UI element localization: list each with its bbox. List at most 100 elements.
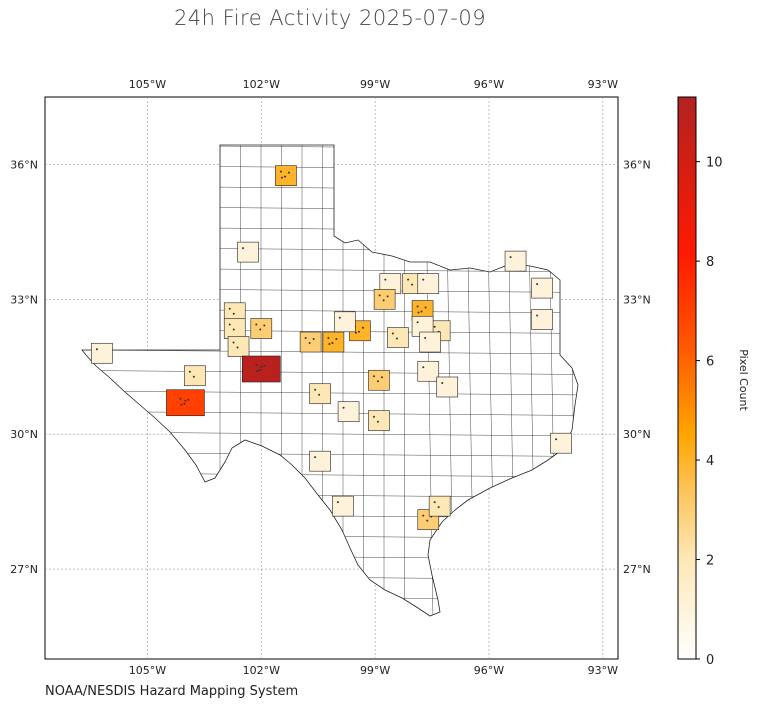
fire-detection-point <box>386 295 389 298</box>
fire-county <box>368 369 390 391</box>
fire-detection-point <box>242 247 245 250</box>
fire-county <box>387 327 409 348</box>
county-line <box>82 390 578 396</box>
fire-detection-point <box>422 278 425 281</box>
fire-detection-point <box>407 278 410 281</box>
texas-outline <box>81 144 579 617</box>
fire-detection-point <box>424 337 427 340</box>
colorbar-tick-label: 8 <box>706 255 714 270</box>
axis-tick-label: 99°W <box>360 664 390 677</box>
axis-tick-label: 36°N <box>10 158 38 171</box>
fire-detection-point <box>378 294 381 297</box>
fire-detection-point <box>280 176 283 179</box>
axis-tick-label: 93°W <box>588 664 618 677</box>
fire-detection-point <box>95 348 98 351</box>
axis-tick-label: 30°N <box>10 428 38 441</box>
fire-county <box>91 342 113 364</box>
fire-detection-point <box>236 346 239 349</box>
fire-detection-point <box>283 175 286 178</box>
axis-tick-label: 33°N <box>623 293 651 306</box>
fire-detection-point <box>263 324 266 327</box>
fire-detection-point <box>228 307 231 310</box>
axis-tick-label: 96°W <box>474 664 504 677</box>
fire-detection-point <box>335 338 338 341</box>
fire-detection-point <box>259 328 262 331</box>
fire-detection-point <box>232 328 235 331</box>
fire-detection-point <box>318 393 321 396</box>
fire-county <box>275 165 297 186</box>
fire-county <box>227 336 250 357</box>
fire-county <box>531 309 553 330</box>
fire-detection-point <box>361 326 364 329</box>
fire-county <box>237 241 259 263</box>
fire-detection-point <box>338 316 341 319</box>
fire-detection-point <box>422 514 425 517</box>
fire-detection-point <box>336 501 339 504</box>
axis-tick-label: 105°W <box>129 664 166 677</box>
axis-tick-label: 93°W <box>588 78 618 91</box>
data-credit: NOAA/NESDIS Hazard Mapping System <box>45 684 299 699</box>
axis-tick-label: 30°N <box>623 428 651 441</box>
fire-detection-point <box>228 323 231 326</box>
fire-detection-point <box>416 305 419 308</box>
fire-detection-point <box>417 311 420 314</box>
fire-detection-point <box>180 403 183 406</box>
fire-detection-point <box>192 375 195 378</box>
fire-county <box>309 383 331 405</box>
axis-tick-label: 27°N <box>623 563 651 576</box>
fire-county <box>550 432 572 454</box>
fire-detection-point <box>376 420 379 423</box>
fire-county <box>223 318 246 339</box>
fire-county <box>299 331 322 353</box>
fire-detection-point <box>420 310 423 313</box>
colorbar-tick-label: 0 <box>706 653 714 668</box>
fire-county <box>428 495 451 517</box>
axis-tick-label: 96°W <box>474 78 504 91</box>
axis-tick-label: 102°W <box>243 78 280 91</box>
fire-detection-point <box>304 337 307 340</box>
colorbar-label: Pixel Count <box>737 349 750 411</box>
fire-detection-point <box>314 456 317 459</box>
fire-detection-point <box>357 330 360 333</box>
fire-detection-point <box>188 370 191 373</box>
longitude-labels-top: 105°W 102°W 99°W 96°W 93°W <box>129 78 618 91</box>
fire-detection-point <box>555 438 558 441</box>
fire-detection-point <box>372 375 375 378</box>
fire-detection-point <box>312 338 315 341</box>
fire-detection-point <box>183 402 186 405</box>
fire-county <box>309 450 331 472</box>
fire-detection-point <box>437 506 440 509</box>
fire-detection-point <box>384 278 387 281</box>
fire-detection-point <box>380 376 383 379</box>
fire-detection-point <box>422 366 425 369</box>
colorbar-ticks: 0 2 4 6 8 10 <box>696 156 723 668</box>
fire-detection-point <box>263 365 266 368</box>
fire-counties <box>91 165 572 530</box>
fire-detection-point <box>441 381 444 384</box>
axis-tick-label: 99°W <box>360 78 390 91</box>
fire-detection-point <box>426 519 429 522</box>
fire-county <box>373 289 396 310</box>
fire-county <box>417 360 440 382</box>
fire-detection-point <box>255 364 258 367</box>
colorbar-tick-label: 10 <box>706 156 723 171</box>
axis-tick-label: 33°N <box>10 293 38 306</box>
fire-detection-point <box>411 283 414 286</box>
colorbar-tick-label: 2 <box>706 554 714 569</box>
fire-detection-point <box>331 342 334 345</box>
fire-detection-point <box>395 337 398 340</box>
fire-county <box>166 389 205 417</box>
fire-detection-point <box>260 366 263 369</box>
fire-detection-point <box>255 323 258 326</box>
fire-detection-point <box>256 370 259 373</box>
county-line <box>82 370 578 375</box>
fire-detection-point <box>372 415 375 418</box>
fire-county <box>184 365 206 387</box>
fire-detection-point <box>179 397 182 400</box>
fire-county <box>322 331 345 353</box>
axis-tick-label: 36°N <box>623 158 651 171</box>
fire-detection-point <box>536 283 539 286</box>
fire-county <box>504 250 527 272</box>
axis-tick-label: 27°N <box>10 563 38 576</box>
